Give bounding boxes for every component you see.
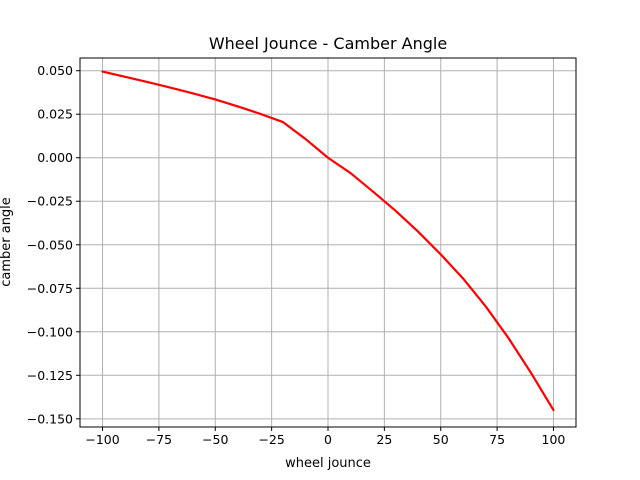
y-tick-label: 0.050 <box>37 63 73 78</box>
x-tick-label: 100 <box>542 432 566 447</box>
y-axis: 0.050 0.025 0.000 −0.025 −0.050 −0.075 −0.100 −… <box>27 63 80 426</box>
x-axis: −100 −75 −50 −25 0 25 50 75 100 <box>85 427 565 447</box>
x-tick-label: 25 <box>376 432 392 447</box>
y-tick-label: −0.100 <box>27 324 73 339</box>
x-tick-label: −100 <box>85 432 119 447</box>
x-axis-label: wheel jounce <box>285 456 371 471</box>
y-tick-label: −0.050 <box>27 237 73 252</box>
x-tick-label: 50 <box>433 432 449 447</box>
y-tick-label: 0.000 <box>37 150 73 165</box>
chart-title: Wheel Jounce - Camber Angle <box>209 34 447 53</box>
y-tick-label: −0.075 <box>27 281 73 296</box>
x-tick-label: −75 <box>146 432 172 447</box>
y-tick-label: −0.025 <box>27 194 73 209</box>
series-line <box>101 70 555 412</box>
y-tick-label: 0.025 <box>37 107 73 122</box>
x-tick-label: 0 <box>324 432 332 447</box>
x-tick-label: 75 <box>489 432 505 447</box>
y-axis-label: camber angle <box>0 197 14 287</box>
y-tick-label: −0.150 <box>27 411 73 426</box>
grid <box>80 58 576 427</box>
series-layer <box>101 70 555 412</box>
x-tick-label: −25 <box>258 432 284 447</box>
y-tick-label: −0.125 <box>27 368 73 383</box>
x-tick-label: −50 <box>202 432 228 447</box>
